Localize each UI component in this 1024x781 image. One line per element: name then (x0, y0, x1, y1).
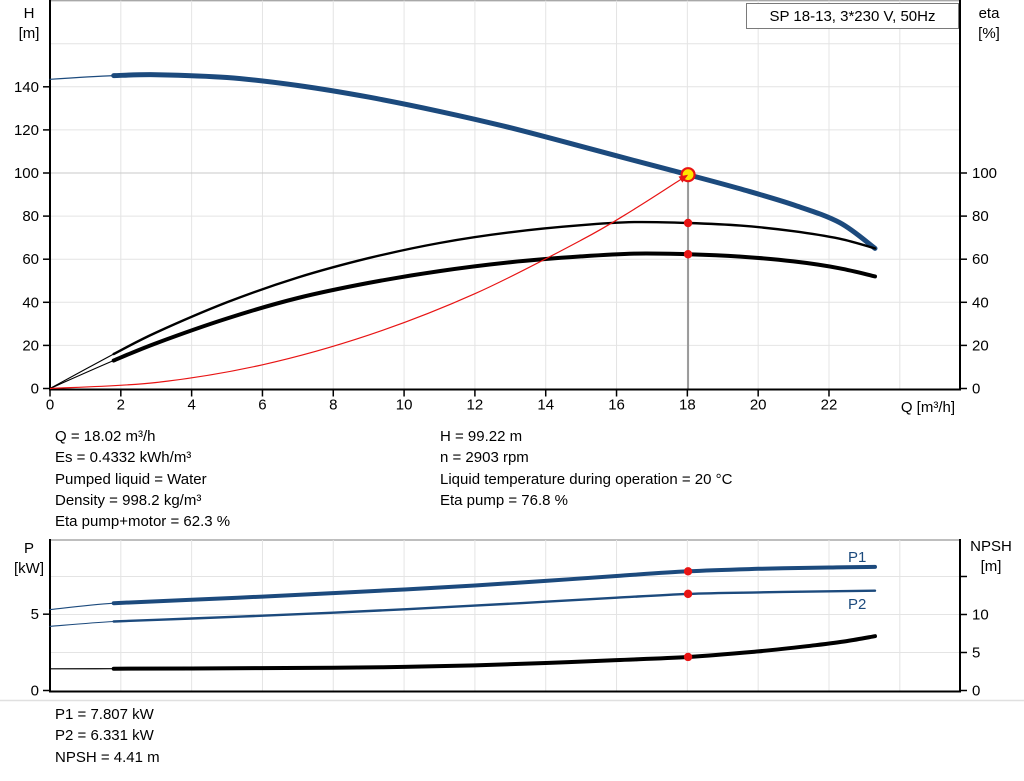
eta-axis-symbol: eta (978, 5, 1000, 22)
npsh-axis-unit: [m] (980, 558, 1002, 575)
svg-text:16: 16 (608, 397, 625, 414)
npsh-axis-label: NPSH [m] (960, 537, 1022, 577)
operating-data-left: Q = 18.02 m³/h Es = 0.4332 kWh/m³ Pumped… (55, 426, 230, 532)
pump-title-box: SP 18-13, 3*230 V, 50Hz (746, 3, 959, 29)
p-axis-unit: [kW] (14, 560, 44, 577)
svg-text:10: 10 (972, 606, 989, 623)
info-line-liquid: Pumped liquid = Water (55, 470, 207, 488)
svg-text:40: 40 (972, 294, 989, 311)
info-line-h: H = 99.22 m (440, 428, 523, 445)
p1-curve-label: P1 (848, 549, 867, 566)
system-curve-arrow (678, 174, 689, 183)
npsh-axis-symbol: NPSH (970, 538, 1012, 555)
svg-text:5: 5 (31, 606, 39, 623)
info-line-temp: Liquid temperature during operation = 20… (440, 470, 733, 488)
svg-text:20: 20 (22, 337, 39, 354)
head-efficiency-chart: 0 2 4 6 8 10 12 14 16 18 20 22 0 20 40 60 80 100 120 140 0 20… (14, 0, 997, 414)
eta-axis-unit: [%] (978, 25, 1000, 42)
info-line-density: Density = 998.2 kg/m³ (55, 491, 202, 509)
axes (49, 539, 961, 693)
axis-ticks-and-labels: 0 2 4 6 8 10 12 14 16 18 20 22 0 20 40 60 80 100 120 140 0 20… (14, 79, 997, 414)
h-axis-unit: [m] (18, 25, 40, 42)
info-line-p2: P2 = 6.331 kW (55, 727, 154, 745)
svg-text:0: 0 (46, 397, 54, 414)
svg-text:0: 0 (972, 683, 980, 700)
info-line-npsh: NPSH = 4.41 m (55, 748, 160, 766)
info-line-eta-total: Eta pump+motor = 62.3 % (55, 513, 231, 531)
p-axis-symbol: P (23, 540, 34, 557)
info-line-q: Q = 18.02 m³/h (55, 428, 156, 445)
npsh-point[interactable] (683, 652, 693, 662)
info-line-es: Es = 0.4332 kWh/m³ (55, 449, 192, 467)
svg-text:22: 22 (821, 397, 838, 414)
result-data: P1 = 7.807 kW P2 = 6.331 kW NPSH = 4.41 … (55, 704, 160, 768)
operating-data-right: H = 99.22 m n = 2903 rpm Liquid temperat… (440, 426, 732, 511)
svg-text:20: 20 (972, 337, 989, 354)
svg-text:100: 100 (14, 165, 39, 182)
svg-text:120: 120 (14, 122, 39, 139)
svg-text:40: 40 (22, 294, 39, 311)
svg-text:2: 2 (117, 397, 125, 414)
q-axis-label: Q [m³/h] (900, 399, 955, 416)
eta-pump-motor-curve (49, 251, 877, 390)
svg-text:6: 6 (258, 397, 266, 414)
head-curve (49, 72, 878, 251)
svg-text:10: 10 (396, 397, 413, 414)
svg-text:12: 12 (467, 397, 484, 414)
svg-text:4: 4 (187, 397, 195, 414)
svg-text:18: 18 (679, 397, 696, 414)
svg-text:14: 14 (537, 397, 554, 414)
p2-curve-label: P2 (848, 596, 867, 613)
h-axis-label: H [m] (8, 4, 50, 44)
axes (49, 0, 961, 391)
eta-pump-motor-point[interactable] (683, 250, 693, 259)
svg-text:8: 8 (329, 397, 337, 414)
svg-text:80: 80 (22, 208, 39, 225)
info-line-eta-pump: Eta pump = 76.8 % (440, 491, 568, 509)
svg-text:60: 60 (972, 251, 989, 268)
svg-text:60: 60 (22, 251, 39, 268)
svg-text:0: 0 (31, 381, 39, 398)
p1-curve (49, 564, 877, 611)
h-axis-symbol: H (23, 5, 35, 22)
p2-curve (49, 589, 877, 627)
eta-pump-curve (49, 220, 877, 390)
p1-point[interactable] (683, 567, 693, 576)
eta-axis-label: eta [%] (964, 4, 1014, 44)
svg-text:0: 0 (972, 381, 980, 398)
svg-text:140: 140 (14, 79, 39, 96)
npsh-curve (49, 634, 877, 671)
svg-text:5: 5 (972, 644, 980, 661)
eta-pump-point[interactable] (683, 218, 693, 228)
gridlines (0, 539, 1024, 702)
info-line-n: n = 2903 rpm (440, 449, 529, 467)
gridlines (50, 0, 960, 389)
svg-text:80: 80 (972, 208, 989, 225)
svg-text:100: 100 (972, 165, 997, 182)
svg-text:20: 20 (750, 397, 767, 414)
p2-point[interactable] (683, 589, 693, 599)
svg-text:0: 0 (31, 683, 39, 700)
info-line-p1: P1 = 7.807 kW (55, 706, 154, 723)
p-axis-label: P [kW] (6, 539, 52, 579)
power-npsh-chart: 0 5 0 5 10 (0, 539, 1024, 702)
axis-ticks-and-labels: 0 5 0 5 10 (31, 575, 989, 700)
system-curve (49, 174, 689, 390)
